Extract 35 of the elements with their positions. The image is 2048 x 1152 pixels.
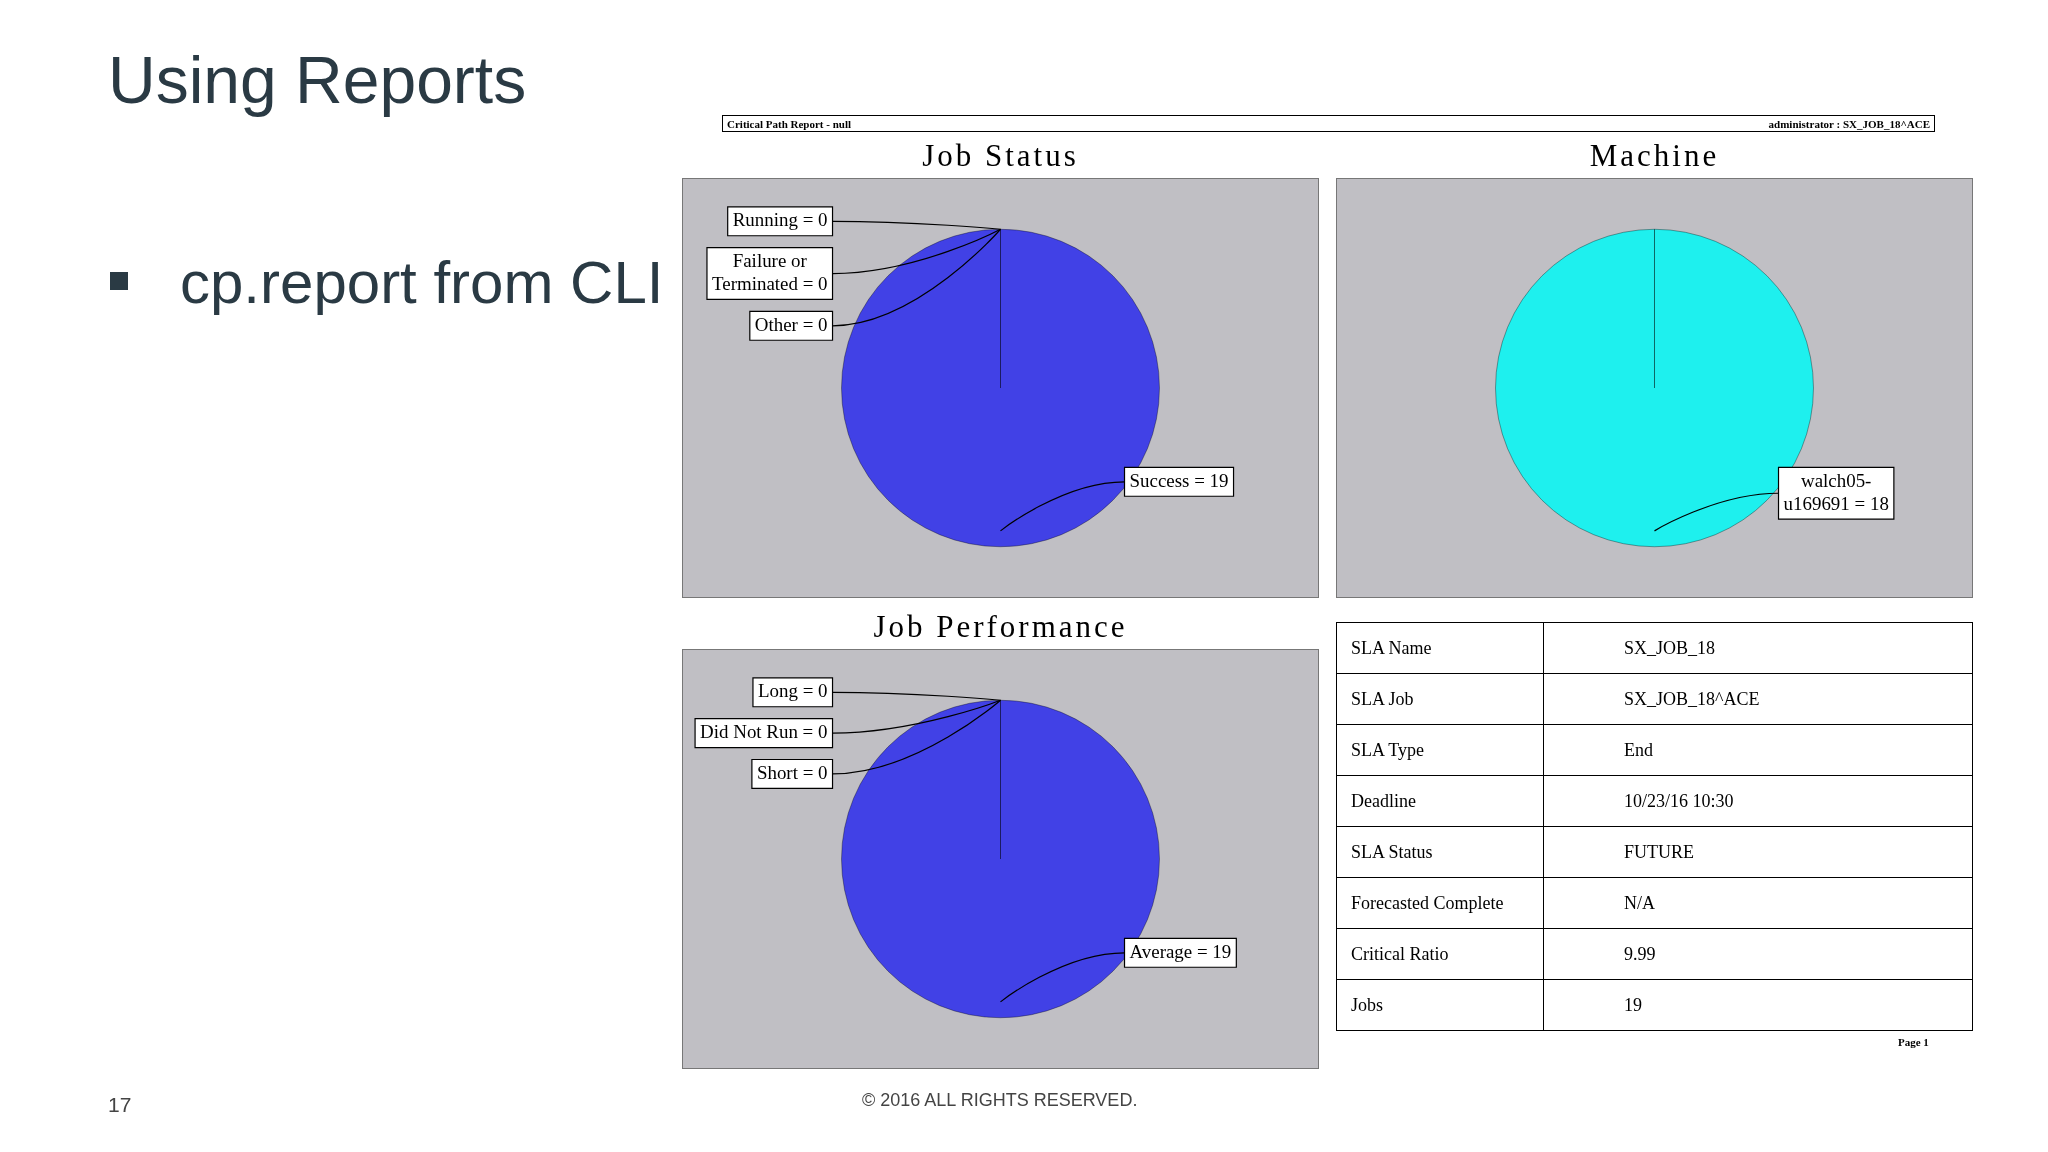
- category-label: Long = 0: [757, 680, 828, 702]
- text: 17: [108, 1093, 132, 1117]
- chart-title: Job Performance: [872, 609, 1129, 645]
- text: End: [1543, 724, 1973, 776]
- text: administrator : SX_JOB_18^ACE: [1768, 118, 1930, 130]
- text: Critical Ratio: [1336, 928, 1544, 980]
- text: Forecasted Complete: [1336, 877, 1544, 929]
- text: 9.99: [1543, 928, 1973, 980]
- text: © 2016 ALL RIGHTS RESERVED.: [862, 1090, 1138, 1111]
- category-label: Short = 0: [756, 761, 828, 783]
- text: Deadline: [1336, 775, 1544, 827]
- text: Using Reports: [108, 42, 527, 118]
- chart-title: Machine: [1588, 138, 1721, 174]
- slice-label: Success = 19: [1129, 469, 1229, 491]
- slice-label: walch05-u169691 = 18: [1783, 469, 1889, 514]
- text: SLA Name: [1336, 622, 1544, 674]
- slice-label: Average = 19: [1129, 940, 1232, 962]
- text: SLA Type: [1336, 724, 1544, 776]
- category-label: Other = 0: [754, 313, 828, 335]
- text: SLA Status: [1336, 826, 1544, 878]
- text: N/A: [1543, 877, 1973, 929]
- text: 10/23/16 10:30: [1543, 775, 1973, 827]
- text: cp.report from CLI: [180, 248, 664, 317]
- text: SX_JOB_18: [1543, 622, 1973, 674]
- text: FUTURE: [1543, 826, 1973, 878]
- text: SLA Job: [1336, 673, 1544, 725]
- text: 19: [1543, 979, 1973, 1031]
- text: Critical Path Report - null: [727, 118, 852, 130]
- text: SX_JOB_18^ACE: [1543, 673, 1973, 725]
- legend-label: Did Not Run = 0: [700, 721, 828, 743]
- text: Jobs: [1336, 979, 1544, 1031]
- category-label: Failure or Terminated = 0: [712, 250, 828, 294]
- chart-title: Job Status: [921, 138, 1080, 174]
- text: Page 1: [1898, 1036, 1929, 1048]
- category-label: Running = 0: [732, 209, 828, 231]
